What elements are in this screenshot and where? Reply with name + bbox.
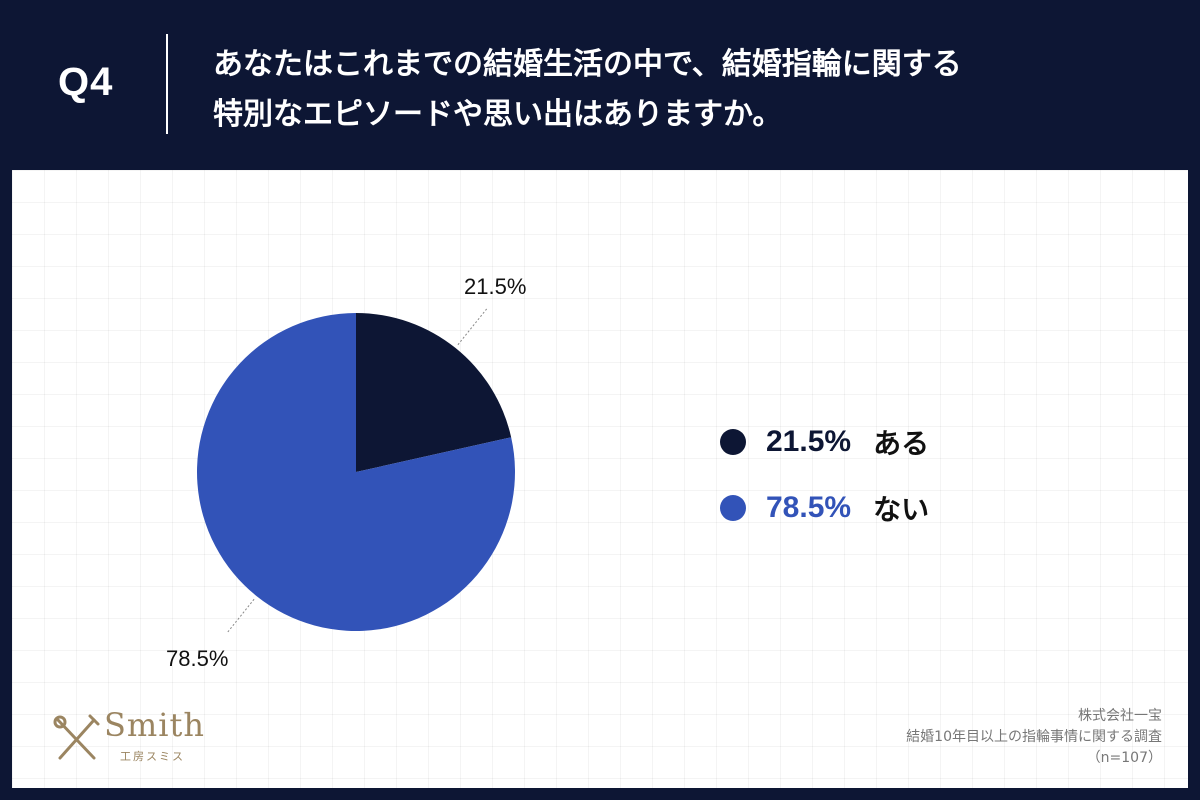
pie-slice-aru [356, 313, 512, 472]
survey-credits: 株式会社一宝 結婚10年目以上の指輪事情に関する調査 （n=107） [906, 706, 1162, 769]
legend-label-nai: ない [873, 493, 930, 526]
legend-item-nai: 78.5% ない [720, 488, 929, 528]
question-title: あなたはこれまでの結婚生活の中で、結婚指輪に関する 特別なエピソードや思い出はあ… [213, 40, 1173, 140]
smith-logo: Smith 工房スミス [46, 706, 236, 768]
company-name: 株式会社一宝 [1078, 708, 1162, 724]
header-divider [166, 34, 168, 134]
question-number: Q4 [58, 60, 114, 104]
pie-data-label-aru: 21.5% [464, 274, 527, 299]
logo-subtitle: 工房スミス [120, 750, 185, 763]
legend-item-aru: 21.5% ある [720, 422, 929, 462]
question-title-line-2: 特別なエピソードや思い出はありますか。 [213, 97, 783, 132]
chart-panel: 21.5% 78.5% 21.5% ある 78.5% ない Smith 工房スミ… [12, 170, 1188, 788]
survey-name: 結婚10年目以上の指輪事情に関する調査 [906, 729, 1162, 745]
question-title-line-1: あなたはこれまでの結婚生活の中で、結婚指輪に関する [213, 47, 962, 82]
crossed-tools-icon [53, 714, 100, 760]
legend-dot-aru [720, 429, 746, 455]
pie-slice-nai [196, 313, 516, 631]
pie-chart [196, 307, 516, 634]
header: Q4 あなたはこれまでの結婚生活の中で、結婚指輪に関する 特別なエピソードや思い… [0, 0, 1200, 170]
legend-value-aru: 21.5% [766, 425, 852, 458]
legend-value-nai: 78.5% [766, 491, 852, 524]
legend-label-aru: ある [873, 427, 930, 460]
legend-dot-nai [720, 495, 746, 521]
sample-size: （n=107） [1086, 750, 1162, 766]
leader-line-nai [226, 598, 255, 634]
pie-data-label-nai: 78.5% [166, 646, 229, 671]
logo-wordmark: Smith [104, 706, 205, 744]
leader-line-aru [457, 307, 489, 346]
